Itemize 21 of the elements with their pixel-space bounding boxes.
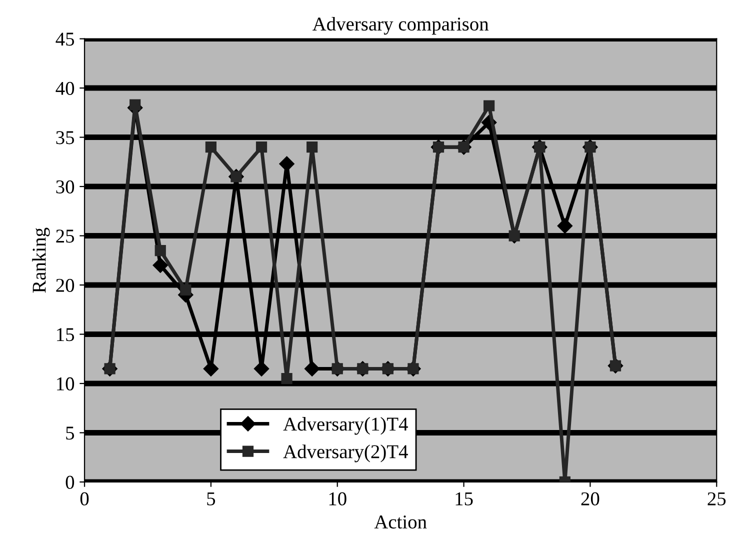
y-axis-title: Ranking <box>32 228 50 293</box>
y-tick-label: 5 <box>66 426 74 440</box>
y-tick-label: 20 <box>56 278 74 292</box>
x-tick-label: 15 <box>456 492 473 506</box>
legend-label: Adversary(1)T4 <box>283 417 408 435</box>
x-tick-label: 5 <box>207 492 216 506</box>
chart-title: Adversary comparison <box>312 16 489 35</box>
y-tick-label: 0 <box>66 476 74 489</box>
x-tick-label: 10 <box>329 492 346 506</box>
y-tick-label: 40 <box>56 82 74 95</box>
y-tick-label: 45 <box>56 32 74 46</box>
y-tick-label: 15 <box>57 328 74 342</box>
legend-label: Adversary(2)T4 <box>283 444 408 462</box>
x-axis-title: Action <box>374 516 427 529</box>
x-tick-label: 20 <box>581 492 600 506</box>
y-tick-label: 30 <box>56 180 74 194</box>
y-tick-label: 25 <box>56 230 74 243</box>
y-tick-label: 10 <box>57 377 74 390</box>
x-tick-label: 25 <box>708 492 726 506</box>
y-tick-label: 35 <box>56 131 74 144</box>
x-tick-label: 0 <box>80 492 89 506</box>
